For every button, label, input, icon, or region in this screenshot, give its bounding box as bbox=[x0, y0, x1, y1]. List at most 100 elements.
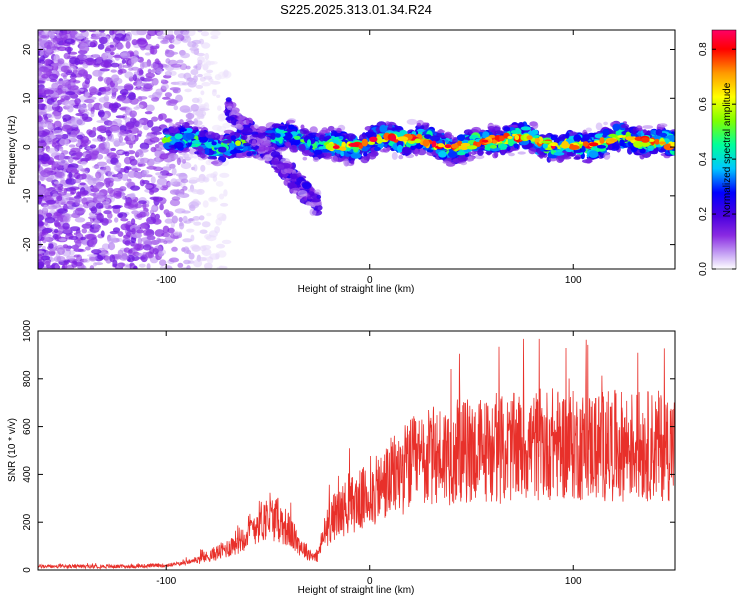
heatmap-cell bbox=[149, 246, 155, 255]
heatmap-cell bbox=[93, 194, 105, 199]
heatmap-cell bbox=[84, 197, 94, 203]
heatmap-cell bbox=[156, 31, 165, 36]
heatmap-cell bbox=[422, 122, 428, 126]
heatmap-cell bbox=[121, 256, 127, 260]
heatmap-cell bbox=[74, 98, 81, 105]
heatmap-cell bbox=[164, 70, 172, 77]
heatmap-cell bbox=[115, 162, 122, 169]
heatmap-cell bbox=[92, 53, 101, 58]
heatmap-cell bbox=[361, 138, 368, 147]
heatmap-cell bbox=[188, 252, 195, 260]
heatmap-cell bbox=[38, 187, 45, 196]
heatmap-cell bbox=[38, 214, 44, 222]
heatmap-cell bbox=[79, 42, 89, 51]
heatmap-cell bbox=[303, 196, 308, 201]
heatmap-cell bbox=[639, 147, 646, 154]
heatmap-cell bbox=[158, 113, 167, 120]
heatmap-cell bbox=[159, 153, 169, 160]
heatmap-cell bbox=[46, 113, 55, 119]
heatmap-cell bbox=[43, 41, 55, 49]
heatmap-cell bbox=[96, 213, 104, 221]
heatmap-cell bbox=[114, 33, 125, 41]
heatmap-cell bbox=[252, 134, 260, 138]
heatmap-cell bbox=[62, 114, 72, 121]
heatmap-cell bbox=[204, 52, 210, 61]
heatmap-cell bbox=[309, 126, 318, 134]
heatmap-cell bbox=[147, 30, 157, 37]
heatmap-cell bbox=[109, 41, 117, 46]
heatmap-cell bbox=[192, 155, 199, 159]
heatmap-cell bbox=[90, 206, 98, 214]
heatmap-cell bbox=[561, 140, 569, 149]
heatmap-cell bbox=[97, 43, 105, 50]
heatmap-cell bbox=[102, 205, 109, 209]
heatmap-cell bbox=[526, 135, 533, 141]
heatmap-cell bbox=[202, 200, 209, 208]
heatmap-cell bbox=[198, 215, 205, 221]
heatmap-cell bbox=[38, 126, 44, 130]
heatmap-cell bbox=[128, 200, 139, 208]
heatmap-cell bbox=[54, 264, 60, 269]
heatmap-cell bbox=[198, 104, 208, 108]
heatmap-cell bbox=[161, 166, 172, 172]
heatmap-cell bbox=[97, 76, 103, 82]
heatmap-cell bbox=[138, 96, 148, 100]
heatmap-cell bbox=[192, 216, 201, 221]
heatmap-cell bbox=[654, 138, 660, 145]
heatmap-cell bbox=[422, 139, 430, 147]
heatmap-cell bbox=[62, 184, 74, 188]
heatmap-cell bbox=[48, 249, 56, 257]
heatmap-cell bbox=[632, 127, 637, 135]
heatmap-cell bbox=[386, 146, 391, 152]
spectrogram-x-ticks: -100 0 100 bbox=[156, 30, 582, 286]
heatmap-cell bbox=[541, 134, 552, 138]
heatmap-cell bbox=[314, 204, 323, 211]
heatmap-cell bbox=[169, 199, 181, 207]
heatmap-cell bbox=[111, 102, 122, 109]
heatmap-cell bbox=[119, 186, 127, 192]
heatmap-cell bbox=[508, 152, 515, 157]
heatmap-cell bbox=[75, 198, 81, 206]
heatmap-cell bbox=[582, 134, 590, 142]
heatmap-cell bbox=[265, 130, 276, 134]
heatmap-cell bbox=[120, 223, 130, 231]
heatmap-cell bbox=[61, 150, 69, 155]
heatmap-cell bbox=[99, 68, 110, 72]
heatmap-cell bbox=[106, 136, 112, 141]
heatmap-cell bbox=[143, 228, 153, 236]
heatmap-cell bbox=[121, 59, 126, 64]
heatmap-cell bbox=[424, 134, 432, 140]
heatmap-cell bbox=[83, 37, 89, 41]
heatmap-cell bbox=[41, 153, 51, 162]
heatmap-cell bbox=[215, 218, 223, 226]
heatmap-cell bbox=[171, 215, 178, 224]
heatmap-cell bbox=[89, 256, 97, 262]
heatmap-cell bbox=[67, 156, 74, 164]
heatmap-cell bbox=[566, 151, 574, 156]
heatmap-cell bbox=[201, 221, 211, 228]
heatmap-cell bbox=[131, 66, 140, 71]
heatmap-cell bbox=[137, 130, 143, 136]
heatmap-cell bbox=[168, 126, 179, 134]
heatmap-cell bbox=[38, 261, 45, 269]
heatmap-cell bbox=[196, 257, 208, 262]
heatmap-cell bbox=[131, 57, 137, 64]
heatmap-cell bbox=[89, 239, 96, 248]
heatmap-cell bbox=[119, 130, 126, 135]
heatmap-cell bbox=[40, 109, 47, 114]
heatmap-cell bbox=[38, 194, 45, 200]
heatmap-cell bbox=[210, 30, 221, 37]
heatmap-cell bbox=[506, 146, 511, 151]
heatmap-cell bbox=[62, 195, 70, 202]
heatmap-cell bbox=[73, 172, 81, 179]
heatmap-cell bbox=[128, 249, 133, 254]
heatmap-cell bbox=[154, 150, 161, 158]
heatmap-cell bbox=[47, 205, 58, 210]
heatmap-cell bbox=[91, 177, 100, 181]
heatmap-cell bbox=[625, 136, 635, 141]
heatmap-cell bbox=[537, 153, 546, 158]
heatmap-cell bbox=[45, 119, 54, 123]
heatmap-cell bbox=[111, 95, 117, 99]
heatmap-cell bbox=[138, 263, 146, 268]
heatmap-cell bbox=[41, 230, 49, 235]
